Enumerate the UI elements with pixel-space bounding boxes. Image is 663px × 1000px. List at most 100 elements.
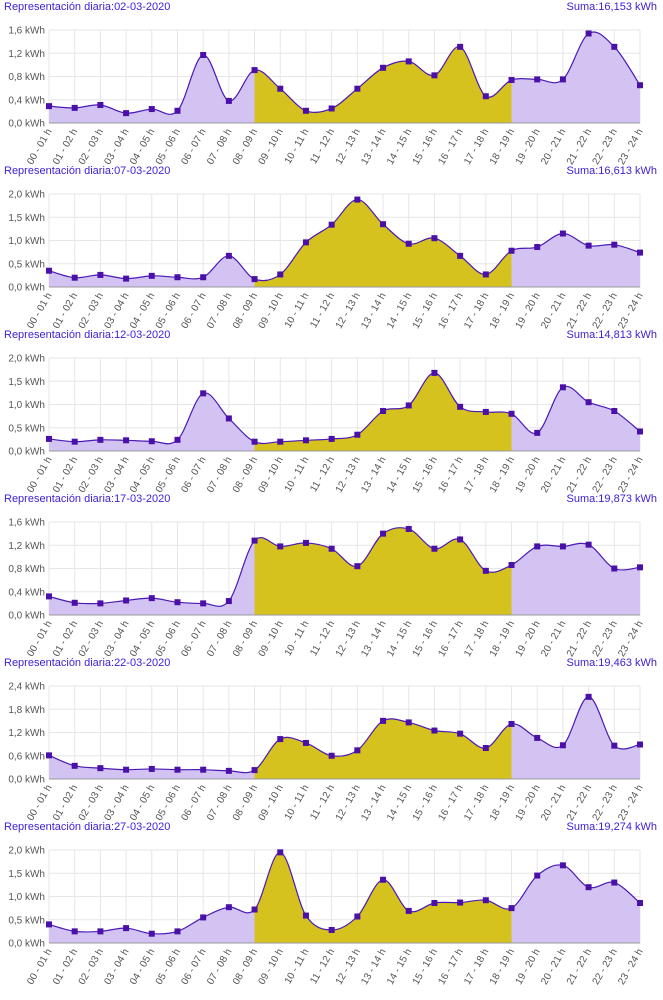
y-tick-label: 1,0 kWh <box>8 892 45 903</box>
data-point <box>226 98 232 104</box>
data-point <box>226 904 232 910</box>
y-tick-label: 1,6 kWh <box>8 26 45 37</box>
data-point <box>72 763 78 769</box>
y-tick-label: 0,0 kWh <box>8 283 45 294</box>
x-tick-label: 11 - 12 h <box>308 127 337 166</box>
y-tick-label: 0,5 kWh <box>8 423 45 434</box>
data-point <box>354 86 360 92</box>
data-point <box>72 600 78 606</box>
x-tick-label: 11 - 12 h <box>308 947 337 986</box>
data-point <box>354 432 360 438</box>
data-point <box>123 276 129 282</box>
data-point <box>277 543 283 549</box>
x-tick-label: 10 - 11 h <box>283 291 312 330</box>
data-point <box>637 742 643 748</box>
data-point <box>303 108 309 114</box>
data-point <box>637 428 643 434</box>
data-point <box>483 93 489 99</box>
data-point <box>200 390 206 396</box>
data-point <box>97 272 103 278</box>
data-point <box>586 542 592 548</box>
y-tick-label: 0,8 kWh <box>8 72 45 83</box>
data-point <box>174 437 180 443</box>
data-point <box>534 76 540 82</box>
data-point <box>380 877 386 883</box>
data-point <box>406 402 412 408</box>
x-tick-label: 11 - 12 h <box>308 455 337 494</box>
data-point <box>200 600 206 606</box>
data-point <box>586 243 592 249</box>
data-point <box>509 562 515 568</box>
data-point <box>406 241 412 247</box>
data-point <box>611 44 617 50</box>
data-point <box>252 276 258 282</box>
data-point <box>509 721 515 727</box>
data-point <box>431 728 437 734</box>
x-tick-label: 10 - 11 h <box>283 619 312 658</box>
data-point <box>200 274 206 280</box>
data-point <box>637 564 643 570</box>
data-point <box>329 927 335 933</box>
y-tick-label: 0,0 kWh <box>8 939 45 950</box>
data-point <box>97 928 103 934</box>
data-point <box>277 849 283 855</box>
data-point <box>637 82 643 88</box>
data-point <box>226 768 232 774</box>
x-tick-label: 23 - 24 h <box>616 947 645 987</box>
data-point <box>149 595 155 601</box>
data-point <box>277 86 283 92</box>
y-tick-label: 0,5 kWh <box>8 915 45 926</box>
data-point <box>431 370 437 376</box>
data-point <box>200 914 206 920</box>
y-tick-label: 0,8 kWh <box>8 564 45 575</box>
x-tick-label: 10 - 11 h <box>283 947 312 986</box>
data-point <box>534 543 540 549</box>
data-point <box>149 931 155 937</box>
data-point <box>123 437 129 443</box>
data-point <box>380 408 386 414</box>
data-point <box>431 546 437 552</box>
data-point <box>380 718 386 724</box>
data-point <box>329 546 335 552</box>
data-point <box>611 242 617 248</box>
data-point <box>174 928 180 934</box>
data-point <box>534 430 540 436</box>
data-point <box>97 765 103 771</box>
y-tick-label: 0,0 kWh <box>8 611 45 622</box>
chart-panel: Representación diaria:02-03-2020 Suma:16… <box>0 0 663 164</box>
y-tick-label: 0,0 kWh <box>8 775 45 786</box>
data-point <box>534 244 540 250</box>
data-point <box>354 563 360 569</box>
data-point <box>329 222 335 228</box>
data-point <box>149 106 155 112</box>
x-tick-label: 11 - 12 h <box>308 619 337 658</box>
y-tick-label: 1,0 kWh <box>8 400 45 411</box>
data-point <box>72 105 78 111</box>
data-point <box>611 880 617 886</box>
data-point <box>457 536 463 542</box>
x-tick-label: 11 - 12 h <box>308 291 337 330</box>
data-point <box>483 897 489 903</box>
chart-panel: Representación diaria:17-03-2020 Suma:19… <box>0 492 663 656</box>
y-tick-label: 1,2 kWh <box>8 541 45 552</box>
data-point <box>637 250 643 256</box>
data-point <box>586 399 592 405</box>
data-point <box>406 526 412 532</box>
data-point <box>123 767 129 773</box>
x-tick-label: 23 - 24 h <box>616 619 645 659</box>
data-point <box>586 694 592 700</box>
x-tick-label: 23 - 24 h <box>616 455 645 495</box>
data-point <box>560 76 566 82</box>
data-point <box>277 271 283 277</box>
data-point <box>406 719 412 725</box>
data-point <box>123 925 129 931</box>
data-point <box>380 531 386 537</box>
data-point <box>431 235 437 241</box>
data-point <box>509 905 515 911</box>
x-tick-label: 23 - 24 h <box>616 291 645 331</box>
x-tick-label: 10 - 11 h <box>283 127 312 166</box>
data-point <box>97 600 103 606</box>
y-tick-label: 2,4 kWh <box>8 682 45 693</box>
data-point <box>252 767 258 773</box>
data-point <box>226 253 232 259</box>
